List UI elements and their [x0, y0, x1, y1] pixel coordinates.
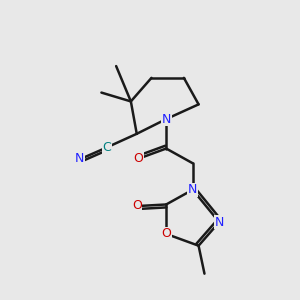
- Text: N: N: [161, 112, 171, 126]
- Text: N: N: [188, 183, 197, 196]
- Text: N: N: [75, 152, 84, 165]
- Text: O: O: [133, 152, 143, 165]
- Text: N: N: [214, 216, 224, 229]
- Text: O: O: [132, 200, 142, 212]
- Text: C: C: [102, 141, 111, 154]
- Text: O: O: [161, 227, 171, 240]
